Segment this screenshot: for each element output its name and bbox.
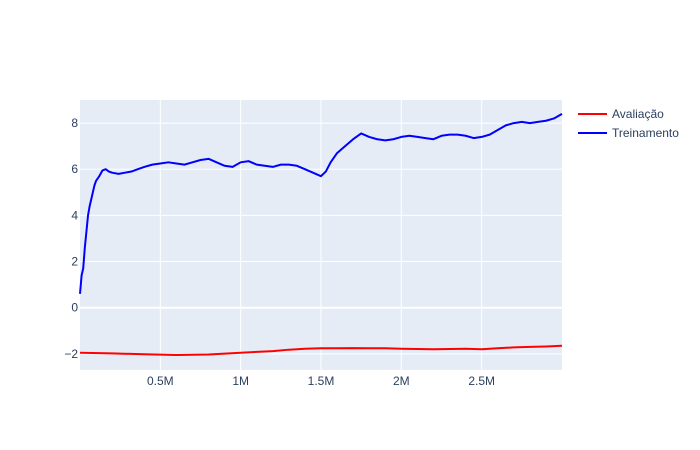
y-tick-label: 2	[71, 255, 78, 269]
series-line-treinamento[interactable]	[79, 112, 563, 294]
x-tick-label: 1M	[232, 374, 249, 388]
y-tick-label: 4	[71, 208, 78, 222]
x-tick-label: 0.5M	[147, 374, 174, 388]
x-tick-label: 1.5M	[308, 374, 335, 388]
x-tick-label: 2.5M	[468, 374, 495, 388]
x-axis-ticks: 0.5M 1M 1.5M 2M 2.5M	[147, 374, 495, 388]
series-layer	[79, 112, 563, 356]
y-gridlines	[80, 122, 562, 355]
legend-item-avaliacao[interactable]: Avaliação	[578, 107, 664, 121]
legend-label: Treinamento	[612, 126, 679, 140]
y-tick-label: 6	[71, 162, 78, 176]
legend[interactable]: Avaliação Treinamento	[578, 107, 679, 140]
y-tick-label: 8	[71, 116, 78, 130]
x-tick-label: 2M	[393, 374, 410, 388]
y-axis-ticks: −2 0 2 4 6 8	[64, 116, 78, 361]
y-tick-label: 0	[71, 301, 78, 315]
legend-label: Avaliação	[612, 107, 664, 121]
legend-item-treinamento[interactable]: Treinamento	[578, 126, 679, 140]
series-line-avaliacao[interactable]	[79, 344, 563, 356]
y-tick-label: −2	[64, 347, 78, 361]
x-gridlines	[159, 100, 483, 370]
